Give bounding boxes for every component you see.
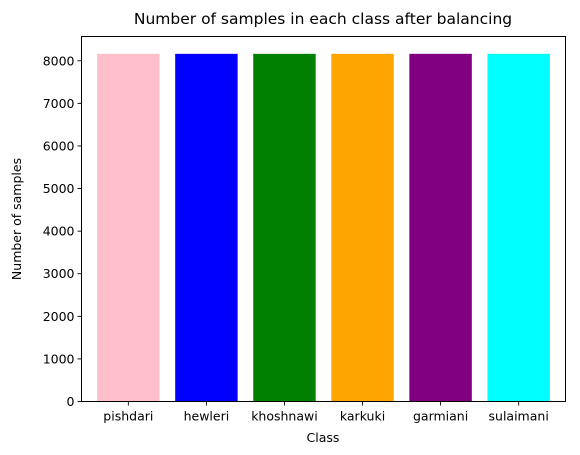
y-tick-label: 8000	[43, 53, 75, 68]
y-tick-label: 7000	[43, 96, 75, 111]
x-tick-label: garmiani	[413, 409, 468, 424]
y-tick-label: 4000	[43, 224, 75, 239]
bar-karkuki	[331, 53, 394, 402]
plot-frame	[81, 36, 566, 402]
bar-garmiani	[409, 53, 472, 402]
bar-pishdari	[97, 53, 160, 402]
x-tick-label: khoshnawi	[251, 409, 318, 424]
x-axis-label: Class	[307, 430, 340, 445]
y-axis-label: Number of samples	[9, 158, 24, 280]
x-tick-label: pishdari	[103, 409, 153, 424]
bar-sulaimani	[487, 53, 550, 402]
x-axis-ticks: pishdari hewleri khoshnawi karkuki garmiani s…	[103, 401, 549, 424]
y-tick-label: 3000	[43, 266, 75, 281]
y-tick-label: 2000	[43, 309, 75, 324]
chart-title: Number of samples in each class after ba…	[134, 10, 512, 28]
y-axis-ticks: 0 1000 2000 3000 4000 5000 6000 7000 8000	[43, 53, 82, 409]
x-tick-label: hewleri	[184, 409, 230, 424]
x-tick-label: karkuki	[340, 409, 385, 424]
y-tick-label: 6000	[43, 138, 75, 153]
bar-hewleri	[175, 53, 238, 402]
bars-group	[97, 53, 550, 402]
y-tick-label: 1000	[43, 351, 75, 366]
y-tick-label: 5000	[43, 181, 75, 196]
y-tick-label: 0	[67, 394, 75, 409]
x-tick-label: sulaimani	[489, 409, 549, 424]
bar-khoshnawi	[253, 53, 316, 402]
